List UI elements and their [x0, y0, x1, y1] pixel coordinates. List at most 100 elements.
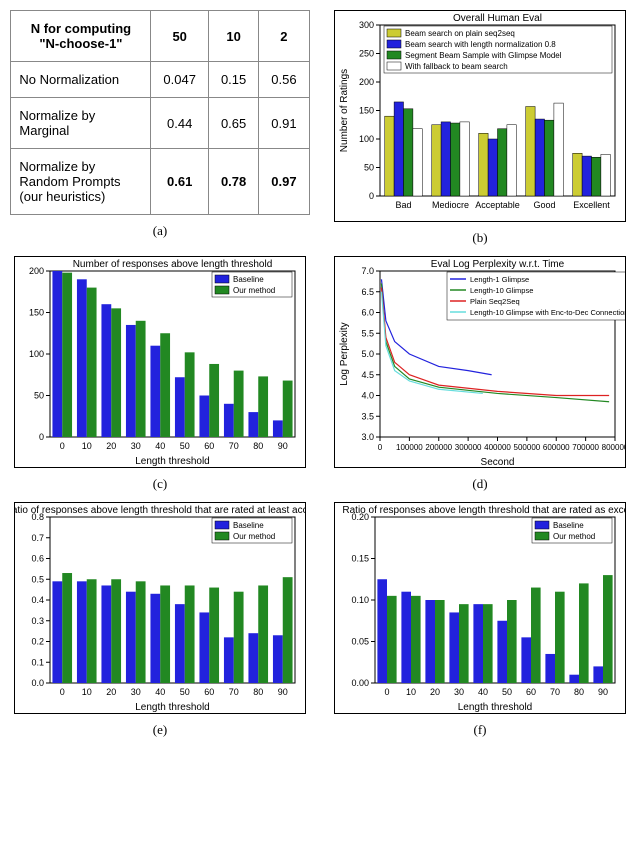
table-row: Normalize by Random Prompts (our heurist… — [11, 149, 309, 215]
svg-text:70: 70 — [229, 687, 239, 697]
svg-text:0.8: 0.8 — [31, 512, 44, 522]
svg-text:Baseline: Baseline — [553, 521, 584, 530]
svg-text:90: 90 — [598, 687, 608, 697]
svg-text:Length-10 Glimpse with Enc-to-: Length-10 Glimpse with Enc-to-Dec Connec… — [470, 308, 625, 317]
svg-text:Excellent: Excellent — [573, 200, 610, 210]
svg-text:40: 40 — [478, 687, 488, 697]
panel-f: Ratio of responses above length threshol… — [330, 502, 630, 738]
svg-text:0.0: 0.0 — [31, 678, 44, 688]
svg-text:Length threshold: Length threshold — [458, 702, 533, 713]
svg-text:0.3: 0.3 — [31, 616, 44, 626]
header-col: 50 — [151, 11, 209, 62]
svg-text:20: 20 — [106, 441, 116, 451]
svg-text:250: 250 — [359, 49, 374, 59]
svg-text:0.15: 0.15 — [351, 554, 369, 564]
svg-text:0: 0 — [384, 687, 389, 697]
table-row: No Normalization0.0470.150.56 — [11, 62, 309, 98]
svg-text:3.5: 3.5 — [361, 411, 374, 421]
svg-text:60: 60 — [526, 687, 536, 697]
svg-text:100: 100 — [359, 134, 374, 144]
svg-text:Our method: Our method — [233, 532, 275, 541]
svg-text:Segment Beam Sample with Glimp: Segment Beam Sample with Glimpse Model — [405, 51, 562, 60]
svg-text:700000: 700000 — [572, 443, 599, 452]
svg-text:100: 100 — [29, 349, 44, 359]
svg-text:Our method: Our method — [553, 532, 595, 541]
svg-text:Log Perplexity: Log Perplexity — [339, 322, 350, 385]
svg-text:90: 90 — [278, 687, 288, 697]
nchoose1-table: N for computing "N-choose-1" 50 10 2 No … — [10, 10, 309, 215]
chart-f: Ratio of responses above length threshol… — [335, 503, 625, 713]
svg-text:Overall Human Eval: Overall Human Eval — [453, 13, 542, 24]
svg-text:0.20: 0.20 — [351, 512, 369, 522]
svg-text:20: 20 — [430, 687, 440, 697]
svg-text:Number of Ratings: Number of Ratings — [339, 69, 350, 152]
svg-text:600000: 600000 — [543, 443, 570, 452]
svg-text:0.05: 0.05 — [351, 637, 369, 647]
svg-text:0.5: 0.5 — [31, 574, 44, 584]
caption-a: (a) — [153, 223, 167, 239]
svg-text:Ratio of responses above lengt: Ratio of responses above length threshol… — [15, 505, 305, 516]
table-header-row: N for computing "N-choose-1" 50 10 2 — [11, 11, 309, 62]
panel-a: N for computing "N-choose-1" 50 10 2 No … — [10, 10, 310, 246]
svg-text:0.2: 0.2 — [31, 637, 44, 647]
svg-text:80: 80 — [253, 687, 263, 697]
chart-b: Overall Human Eval050100150200250300Numb… — [335, 11, 625, 221]
svg-text:0.4: 0.4 — [31, 595, 44, 605]
caption-c: (c) — [153, 476, 167, 492]
svg-text:30: 30 — [131, 441, 141, 451]
svg-text:Acceptable: Acceptable — [475, 200, 520, 210]
svg-text:40: 40 — [155, 441, 165, 451]
chart-c: Number of responses above length thresho… — [15, 257, 305, 467]
svg-text:0: 0 — [369, 191, 374, 201]
header-label: N for computing "N-choose-1" — [11, 11, 151, 62]
svg-text:0: 0 — [60, 441, 65, 451]
svg-text:10: 10 — [82, 687, 92, 697]
svg-text:200000: 200000 — [425, 443, 452, 452]
panel-d: Eval Log Perplexity w.r.t. Time3.03.54.0… — [330, 256, 630, 492]
svg-text:Length-10 Glimpse: Length-10 Glimpse — [470, 286, 533, 295]
header-col: 10 — [208, 11, 258, 62]
svg-text:Length-1 Glimpse: Length-1 Glimpse — [470, 275, 529, 284]
svg-text:Length threshold: Length threshold — [135, 702, 210, 713]
svg-text:200: 200 — [359, 77, 374, 87]
svg-text:40: 40 — [155, 687, 165, 697]
svg-text:50: 50 — [34, 391, 44, 401]
caption-f: (f) — [474, 722, 487, 738]
panel-b: Overall Human Eval050100150200250300Numb… — [330, 10, 630, 246]
svg-text:Plain Seq2Seq: Plain Seq2Seq — [470, 297, 520, 306]
svg-text:0.00: 0.00 — [351, 678, 369, 688]
svg-text:10: 10 — [406, 687, 416, 697]
svg-text:6.0: 6.0 — [361, 308, 374, 318]
svg-text:80: 80 — [574, 687, 584, 697]
svg-text:Baseline: Baseline — [233, 275, 264, 284]
svg-text:70: 70 — [550, 687, 560, 697]
svg-text:0: 0 — [39, 432, 44, 442]
header-col: 2 — [259, 11, 309, 62]
chart-b-box: Overall Human Eval050100150200250300Numb… — [334, 10, 626, 222]
svg-text:Eval Log Perplexity w.r.t. Tim: Eval Log Perplexity w.r.t. Time — [431, 259, 565, 270]
svg-text:Beam search on plain seq2seq: Beam search on plain seq2seq — [405, 29, 515, 38]
svg-text:50: 50 — [180, 441, 190, 451]
caption-d: (d) — [472, 476, 487, 492]
figure-grid: N for computing "N-choose-1" 50 10 2 No … — [10, 10, 630, 738]
svg-text:50: 50 — [502, 687, 512, 697]
svg-text:60: 60 — [204, 441, 214, 451]
svg-text:300: 300 — [359, 20, 374, 30]
svg-text:0.10: 0.10 — [351, 595, 369, 605]
svg-text:800000: 800000 — [602, 443, 625, 452]
svg-text:4.5: 4.5 — [361, 370, 374, 380]
svg-text:Baseline: Baseline — [233, 521, 264, 530]
svg-text:10: 10 — [82, 441, 92, 451]
panel-e: Ratio of responses above length threshol… — [10, 502, 310, 738]
svg-text:Good: Good — [533, 200, 555, 210]
svg-text:Mediocre: Mediocre — [432, 200, 469, 210]
svg-text:150: 150 — [359, 106, 374, 116]
svg-text:5.5: 5.5 — [361, 328, 374, 338]
svg-text:20: 20 — [106, 687, 116, 697]
svg-text:300000: 300000 — [455, 443, 482, 452]
svg-text:Ratio of responses above lengt: Ratio of responses above length threshol… — [342, 505, 625, 516]
svg-text:0.7: 0.7 — [31, 533, 44, 543]
svg-text:0: 0 — [378, 443, 383, 452]
table-row: Normalize by Marginal0.440.650.91 — [11, 98, 309, 149]
svg-text:90: 90 — [278, 441, 288, 451]
